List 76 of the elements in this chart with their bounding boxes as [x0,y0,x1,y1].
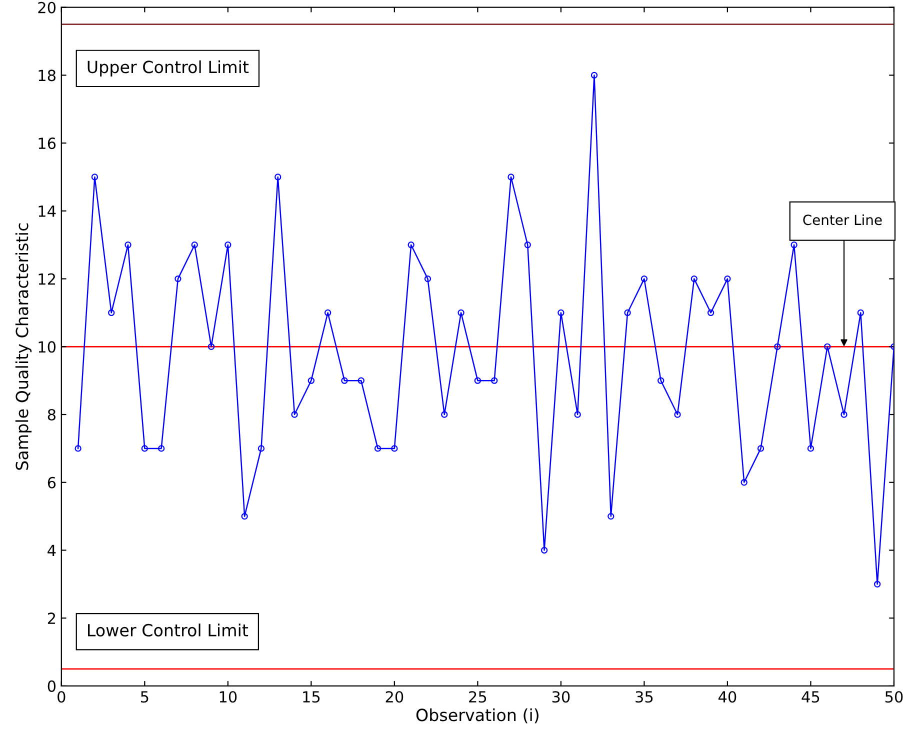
point [341,377,348,384]
x-tick-label: 30 [552,691,570,703]
y-tick-label: 2 [48,612,56,624]
point [674,411,681,418]
point [458,309,464,316]
point [208,343,215,350]
point [91,174,98,180]
point [308,377,315,384]
y-tick-label: 20 [38,2,56,14]
point [874,580,881,588]
y-tick-label: 0 [48,680,56,692]
point [724,275,731,282]
ref-line-label: Lower Control Limit [88,624,248,636]
x-tick-label: 35 [636,691,653,703]
point [474,377,482,384]
x-tick-label: 50 [885,691,903,703]
point [224,242,232,248]
point [274,174,282,180]
point [141,445,148,452]
point [374,445,382,452]
point [508,174,514,180]
x-tick-label: 5 [140,691,148,703]
point [690,275,698,282]
y-tick-label: 6 [48,476,56,488]
point [74,445,82,452]
point [757,445,764,452]
point [624,309,631,316]
point [707,309,714,316]
point [658,377,664,384]
point [590,72,598,79]
point [491,377,498,384]
annotation: Center Line [803,214,882,226]
y-tick-label: 4 [48,544,56,556]
x-tick-label: 15 [303,691,320,703]
point [108,309,115,316]
point [174,275,182,282]
point [424,275,432,282]
point [324,309,332,316]
point [124,242,132,248]
x-tick-label: 45 [802,691,820,703]
point [824,343,831,350]
x-tick-label: 20 [386,691,404,703]
point [408,242,414,248]
point [857,309,864,316]
point [391,445,398,452]
y-tick-label: 10 [38,341,56,353]
point [291,411,298,418]
y-tick-label: 12 [38,273,56,285]
point [608,512,614,520]
point [640,275,648,282]
y-tick-label: 8 [48,408,56,421]
y-tick-label: 18 [38,70,56,82]
point [524,242,531,248]
point [241,512,248,520]
y-axis-title: Sample Quality Characteristic [15,223,32,470]
point [807,445,814,452]
point [258,445,265,452]
x-tick-label: 25 [469,691,486,703]
point [790,242,798,248]
point [191,242,198,248]
point [441,411,448,418]
point [158,445,165,452]
point [358,377,364,384]
point [840,411,848,418]
x-tick-label: 0 [58,691,66,703]
point [540,546,548,554]
x-tick-label: 40 [718,691,736,703]
point [574,411,581,418]
point [558,309,564,316]
y-tick-label: 14 [38,206,56,217]
x-axis-title: Observation (i) [416,708,538,724]
ref-line-label: Upper Control Limit [88,60,249,76]
point [774,343,781,350]
x-tick-label: 10 [220,691,237,703]
point [740,479,748,486]
y-tick-label: 16 [38,138,56,150]
